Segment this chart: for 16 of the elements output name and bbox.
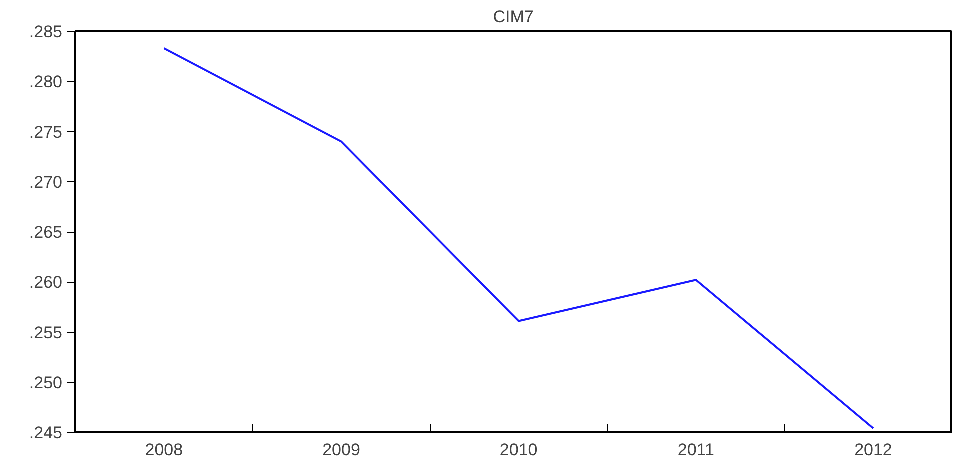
y-tick-label: .250 [29,373,63,392]
chart-title: CIM7 [493,8,534,26]
y-tick-label: .275 [29,122,63,142]
y-tick-label: .285 [29,22,63,42]
y-tick-label: .265 [29,223,63,242]
x-tick-label: 2011 [678,440,714,460]
y-tick-label: .270 [29,172,63,192]
x-tick-label: 2010 [500,440,538,460]
y-tick-label: .280 [29,72,63,92]
x-tick-label: 2009 [322,440,360,460]
y-tick-label: .260 [29,273,63,292]
x-tick-label: 2008 [145,440,184,460]
line-series [163,48,874,430]
y-tick-label: .255 [29,323,63,342]
y-tick-label: .245 [29,424,63,442]
x-tick-label: 2012 [854,440,892,460]
